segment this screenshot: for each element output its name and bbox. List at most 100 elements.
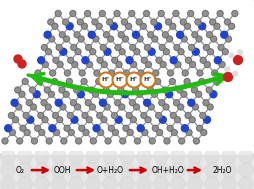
Circle shape <box>232 71 238 76</box>
Circle shape <box>133 87 139 93</box>
Circle shape <box>90 138 96 144</box>
Circle shape <box>184 78 190 84</box>
Circle shape <box>219 61 225 67</box>
Polygon shape <box>34 177 50 189</box>
Circle shape <box>159 44 165 50</box>
Circle shape <box>130 117 136 123</box>
Circle shape <box>67 112 73 119</box>
Circle shape <box>107 19 113 25</box>
Circle shape <box>29 87 36 93</box>
Circle shape <box>52 78 58 84</box>
Circle shape <box>196 91 202 97</box>
Circle shape <box>113 73 128 88</box>
Circle shape <box>110 23 117 30</box>
Circle shape <box>37 78 43 84</box>
Circle shape <box>112 112 117 119</box>
Circle shape <box>233 56 243 64</box>
Circle shape <box>214 57 221 64</box>
Circle shape <box>174 44 180 50</box>
Circle shape <box>206 87 212 93</box>
Circle shape <box>85 100 91 106</box>
Circle shape <box>118 87 124 93</box>
Circle shape <box>166 19 172 25</box>
Circle shape <box>129 100 135 106</box>
Circle shape <box>173 100 180 106</box>
Circle shape <box>167 70 173 76</box>
Circle shape <box>61 138 67 144</box>
Circle shape <box>59 32 65 38</box>
Polygon shape <box>0 149 16 163</box>
Circle shape <box>86 44 92 50</box>
Circle shape <box>8 112 14 119</box>
Circle shape <box>185 112 191 119</box>
Circle shape <box>71 44 77 50</box>
Polygon shape <box>153 163 169 177</box>
Circle shape <box>207 32 213 38</box>
Circle shape <box>211 36 217 42</box>
Polygon shape <box>17 149 33 163</box>
Circle shape <box>225 19 230 25</box>
Polygon shape <box>204 163 220 177</box>
Polygon shape <box>119 149 135 163</box>
Circle shape <box>178 104 184 110</box>
Circle shape <box>170 112 176 119</box>
Polygon shape <box>221 177 237 189</box>
Circle shape <box>229 53 234 58</box>
Circle shape <box>121 19 128 25</box>
Circle shape <box>132 31 139 38</box>
Circle shape <box>68 129 74 136</box>
Circle shape <box>125 78 131 84</box>
Circle shape <box>101 61 107 67</box>
Polygon shape <box>238 149 254 163</box>
FancyBboxPatch shape <box>0 0 254 156</box>
Circle shape <box>113 129 118 136</box>
Polygon shape <box>187 177 203 189</box>
Circle shape <box>166 91 173 98</box>
Polygon shape <box>34 149 50 163</box>
Circle shape <box>109 70 115 76</box>
Circle shape <box>105 138 111 144</box>
Circle shape <box>71 116 78 123</box>
Circle shape <box>19 91 25 97</box>
Circle shape <box>90 49 96 55</box>
Polygon shape <box>136 163 152 177</box>
Circle shape <box>76 138 82 144</box>
Circle shape <box>49 91 54 97</box>
Polygon shape <box>0 163 16 177</box>
Polygon shape <box>221 149 237 163</box>
Circle shape <box>122 36 128 42</box>
Circle shape <box>179 138 185 144</box>
Circle shape <box>175 61 181 67</box>
Circle shape <box>129 11 135 16</box>
Circle shape <box>156 57 162 63</box>
Circle shape <box>188 99 195 106</box>
Circle shape <box>24 129 30 136</box>
Circle shape <box>180 19 186 25</box>
Circle shape <box>78 36 84 42</box>
Circle shape <box>115 116 122 123</box>
Circle shape <box>60 48 67 55</box>
Circle shape <box>42 117 48 123</box>
Circle shape <box>26 100 32 106</box>
Circle shape <box>141 112 147 119</box>
Polygon shape <box>85 177 101 189</box>
Circle shape <box>151 19 157 25</box>
Polygon shape <box>102 149 118 163</box>
Circle shape <box>177 31 184 38</box>
Circle shape <box>35 70 41 76</box>
Circle shape <box>126 57 133 64</box>
Circle shape <box>116 61 122 67</box>
Circle shape <box>193 104 198 110</box>
Text: OOH: OOH <box>53 166 71 175</box>
Circle shape <box>203 116 211 123</box>
Circle shape <box>96 78 102 84</box>
Circle shape <box>218 44 224 50</box>
Circle shape <box>103 87 109 93</box>
Circle shape <box>118 32 124 38</box>
Circle shape <box>148 32 154 38</box>
Circle shape <box>134 49 140 55</box>
Polygon shape <box>17 177 33 189</box>
Circle shape <box>115 44 121 50</box>
Circle shape <box>225 66 230 72</box>
Polygon shape <box>85 163 101 177</box>
